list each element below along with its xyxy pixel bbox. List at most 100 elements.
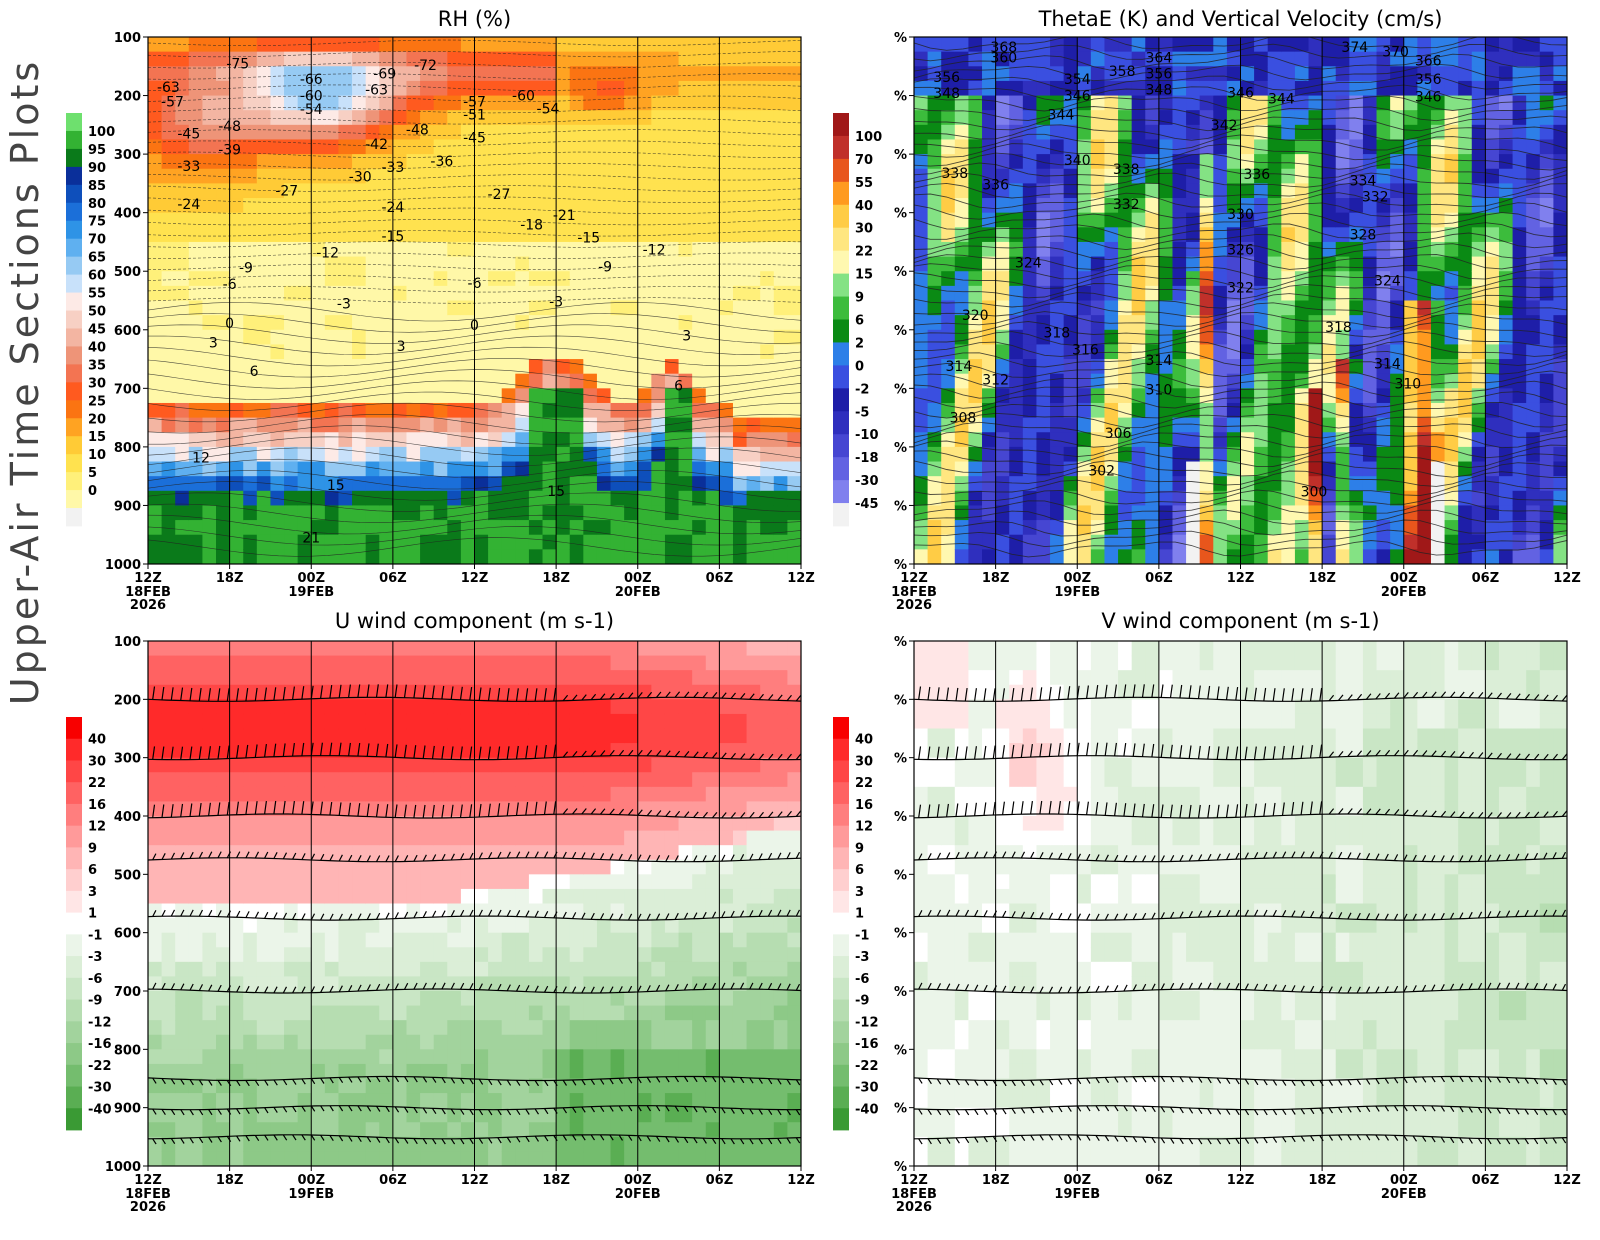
field-cell xyxy=(1200,535,1214,550)
field-cell xyxy=(1281,476,1295,491)
field-cell xyxy=(488,52,502,67)
field-cell xyxy=(393,1151,407,1166)
field-cell xyxy=(1404,344,1418,359)
field-cell xyxy=(624,418,638,433)
field-cell xyxy=(928,315,942,330)
field-cell xyxy=(257,242,271,257)
field-cell xyxy=(515,344,529,359)
field-cell xyxy=(996,432,1010,447)
field-cell xyxy=(982,96,996,111)
field-cell xyxy=(216,1064,230,1079)
field-cell xyxy=(651,462,665,477)
field-cell xyxy=(189,947,203,962)
field-cell xyxy=(352,271,366,286)
field-cell xyxy=(651,403,665,418)
field-cell xyxy=(1268,139,1282,154)
field-cell xyxy=(325,96,339,111)
field-cell xyxy=(352,535,366,550)
field-cell xyxy=(611,462,625,477)
field-cell xyxy=(270,257,284,272)
field-cell xyxy=(1431,139,1445,154)
field-cell xyxy=(638,37,652,52)
field-cell xyxy=(1336,154,1350,169)
field-cell xyxy=(202,641,216,656)
field-cell xyxy=(515,462,529,477)
field-cell xyxy=(515,242,529,257)
field-cell xyxy=(1336,491,1350,506)
field-cell xyxy=(420,505,434,520)
field-cell xyxy=(284,758,298,773)
field-cell xyxy=(162,991,176,1006)
field-cell xyxy=(189,670,203,685)
field-cell xyxy=(298,641,312,656)
field-cell xyxy=(216,257,230,272)
field-cell xyxy=(1159,169,1173,184)
field-cell xyxy=(434,549,448,564)
field-cell xyxy=(257,257,271,272)
field-cell xyxy=(1036,505,1050,520)
contour-label: 346 xyxy=(1415,90,1442,106)
field-cell xyxy=(597,403,611,418)
field-cell xyxy=(298,947,312,962)
field-cell xyxy=(1445,169,1459,184)
field-cell xyxy=(556,315,570,330)
field-cell xyxy=(1390,213,1404,228)
field-cell xyxy=(284,301,298,316)
colorbar-label: 20 xyxy=(88,412,106,427)
field-cell xyxy=(461,801,475,816)
field-cell xyxy=(1526,476,1540,491)
field-cell xyxy=(1431,388,1445,403)
contour-label: -48 xyxy=(218,119,241,135)
field-cell xyxy=(434,758,448,773)
field-cell xyxy=(1091,169,1105,184)
field-cell xyxy=(298,685,312,700)
colorbar-swatch xyxy=(66,400,82,418)
field-cell xyxy=(502,330,516,345)
field-cell xyxy=(434,81,448,96)
field-cell xyxy=(1404,227,1418,242)
field-cell xyxy=(379,110,393,125)
field-cell xyxy=(1445,154,1459,169)
field-cell xyxy=(1322,52,1336,67)
field-cell xyxy=(787,110,801,125)
field-cell xyxy=(393,286,407,301)
field-cell xyxy=(352,418,366,433)
field-cell xyxy=(1241,52,1255,67)
field-cell xyxy=(543,670,557,685)
field-cell xyxy=(570,125,584,140)
contour-label: -66 xyxy=(300,72,323,88)
field-cell xyxy=(406,758,420,773)
field-cell xyxy=(488,1006,502,1021)
field-cell xyxy=(515,947,529,962)
field-cell xyxy=(1186,432,1200,447)
field-cell xyxy=(338,139,352,154)
field-cell xyxy=(760,110,774,125)
field-cell xyxy=(298,330,312,345)
field-cell xyxy=(488,227,502,242)
field-cell xyxy=(270,1064,284,1079)
field-cell xyxy=(298,729,312,744)
field-cell xyxy=(162,699,176,714)
field-cell xyxy=(1213,227,1227,242)
field-cell xyxy=(706,301,720,316)
field-cell xyxy=(393,1006,407,1021)
contour-label: 314 xyxy=(946,359,973,375)
field-cell xyxy=(393,37,407,52)
field-cell xyxy=(556,330,570,345)
field-cell xyxy=(502,344,516,359)
field-cell xyxy=(1118,549,1132,564)
field-cell xyxy=(475,772,489,787)
field-cell xyxy=(434,699,448,714)
field-cell xyxy=(1485,388,1499,403)
field-cell xyxy=(230,1093,244,1108)
field-cell xyxy=(257,81,271,96)
field-cell xyxy=(243,242,257,257)
field-cell xyxy=(230,227,244,242)
field-cell xyxy=(502,535,516,550)
field-cell xyxy=(202,918,216,933)
field-cell xyxy=(638,476,652,491)
field-cell xyxy=(475,729,489,744)
field-cell xyxy=(706,96,720,111)
contour-label: 21 xyxy=(302,531,320,547)
colorbar-swatch xyxy=(66,293,82,311)
